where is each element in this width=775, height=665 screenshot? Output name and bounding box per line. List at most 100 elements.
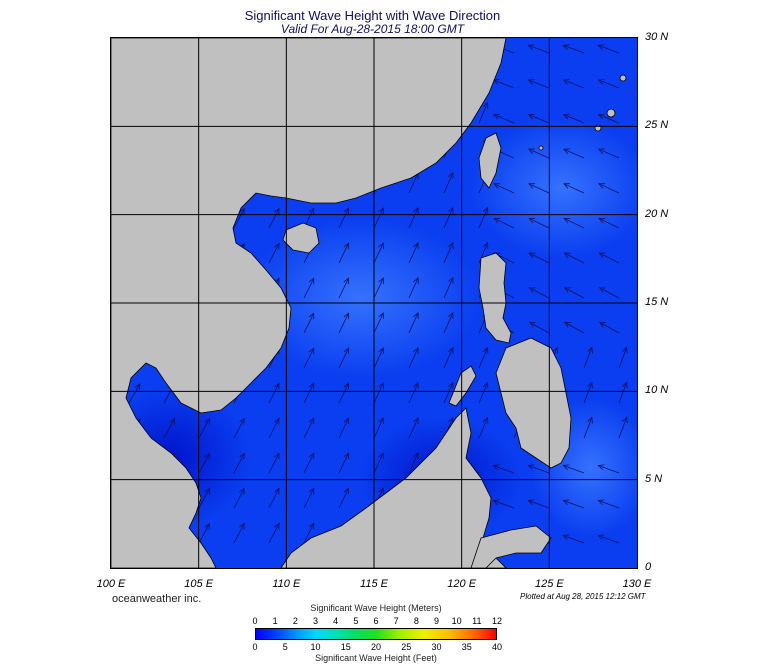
longitude-label: 115 E bbox=[360, 578, 388, 590]
colorbar-tick-feet: 15 bbox=[340, 642, 351, 652]
longitude-label: 100 E bbox=[96, 578, 126, 590]
wave-arrow bbox=[527, 79, 550, 89]
wave-arrow bbox=[303, 347, 315, 369]
wave-arrow bbox=[338, 347, 349, 369]
wave-arrow bbox=[597, 499, 620, 509]
wave-arrow bbox=[597, 534, 620, 544]
wave-arrow bbox=[528, 287, 550, 299]
wave-arrow bbox=[583, 346, 593, 369]
wave-arrow bbox=[598, 148, 620, 159]
colorbar-tick-feet: 5 bbox=[282, 642, 288, 652]
colorbar-tick-meters: 8 bbox=[413, 616, 419, 626]
wave-arrow bbox=[408, 417, 419, 439]
wave-arrow bbox=[408, 312, 419, 334]
land-asia-mainland bbox=[111, 38, 507, 568]
wave-map[interactable] bbox=[110, 37, 638, 569]
wave-arrow bbox=[338, 242, 349, 264]
wave-arrow bbox=[528, 252, 550, 264]
colorbar-tick-meters: 7 bbox=[393, 616, 399, 626]
wave-arrow bbox=[597, 44, 620, 54]
longitude-label: 110 E bbox=[272, 578, 301, 590]
wave-arrow bbox=[597, 113, 620, 124]
wave-arrow bbox=[618, 416, 628, 439]
wave-arrow bbox=[492, 499, 515, 509]
wave-arrow bbox=[408, 382, 419, 404]
land-island bbox=[619, 74, 627, 82]
wave-arrow bbox=[303, 522, 315, 544]
wave-arrow bbox=[478, 101, 489, 124]
wave-arrow bbox=[268, 417, 280, 439]
graticule bbox=[111, 38, 637, 568]
wave-arrow bbox=[563, 287, 585, 299]
wave-arrow bbox=[562, 44, 585, 54]
wave-arrow bbox=[408, 452, 419, 474]
longitude-label: 125 E bbox=[534, 578, 564, 590]
wave-arrow bbox=[373, 417, 384, 439]
colorbar-tick-meters: 2 bbox=[292, 616, 298, 626]
wave-arrow bbox=[233, 207, 245, 229]
wave-arrow bbox=[598, 321, 620, 334]
colorbar bbox=[255, 628, 497, 640]
wave-arrow bbox=[198, 452, 210, 474]
wave-arrow bbox=[563, 218, 585, 229]
wave-arrow bbox=[527, 44, 550, 54]
colorbar-tick-feet: 35 bbox=[461, 642, 472, 652]
wave-arrow bbox=[268, 452, 280, 474]
colorbar-tick-feet: 40 bbox=[491, 642, 502, 652]
wave-arrow bbox=[562, 499, 585, 509]
colorbar-tick-meters: 6 bbox=[373, 616, 379, 626]
colorbar-tick-feet: 25 bbox=[401, 642, 412, 652]
wave-arrow bbox=[373, 242, 384, 264]
wave-arrow bbox=[303, 277, 315, 299]
wave-arrow bbox=[128, 383, 141, 404]
wave-arrow bbox=[478, 381, 489, 404]
wave-arrow bbox=[198, 487, 210, 509]
longitude-label: 120 E bbox=[447, 578, 477, 590]
colorbar-tick-meters: 0 bbox=[252, 616, 258, 626]
wave-arrow bbox=[478, 206, 489, 229]
wave-arrow bbox=[563, 148, 585, 159]
wave-arrow bbox=[268, 522, 280, 544]
wave-arrow bbox=[443, 277, 454, 299]
colorbar-tick-meters: 9 bbox=[433, 616, 439, 626]
wave-arrow bbox=[562, 534, 585, 544]
wave-arrow bbox=[338, 417, 349, 439]
wave-arrow bbox=[443, 242, 454, 264]
wave-arrow bbox=[583, 381, 593, 404]
wave-arrow bbox=[198, 417, 210, 439]
wave-arrow bbox=[528, 218, 550, 229]
wave-arrow bbox=[443, 312, 454, 334]
wave-arrow bbox=[373, 277, 384, 299]
land-island bbox=[538, 145, 544, 151]
wave-arrow bbox=[303, 487, 315, 509]
wave-arrow bbox=[338, 312, 349, 334]
wave-map-svg bbox=[111, 38, 637, 568]
wave-arrow bbox=[527, 113, 550, 124]
wave-arrow bbox=[338, 487, 349, 509]
wave-arrow bbox=[618, 381, 628, 404]
wave-arrow bbox=[562, 79, 585, 89]
wave-arrow bbox=[443, 382, 454, 404]
wave-arrow bbox=[198, 522, 210, 544]
wave-arrow bbox=[338, 207, 349, 229]
wave-arrow bbox=[373, 207, 384, 229]
wave-arrow bbox=[373, 452, 384, 474]
wave-arrow bbox=[268, 242, 280, 264]
wave-arrow bbox=[478, 241, 489, 264]
land-luzon bbox=[478, 252, 512, 344]
wave-arrow bbox=[443, 347, 454, 369]
longitude-label: 130 E bbox=[622, 578, 652, 590]
colorbar-tick-feet: 0 bbox=[252, 642, 258, 652]
wave-arrow bbox=[303, 452, 315, 474]
wave-arrow bbox=[618, 346, 628, 369]
wave-arrow bbox=[408, 242, 419, 264]
ocean-light-zone bbox=[241, 218, 481, 378]
wave-arrow bbox=[338, 382, 349, 404]
wave-arrow bbox=[562, 113, 585, 124]
latitude-label: 15 N bbox=[645, 296, 669, 308]
land-island bbox=[606, 108, 616, 118]
wave-arrow bbox=[443, 207, 454, 229]
colorbar-title-feet: Significant Wave Height (Feet) bbox=[315, 653, 437, 663]
wave-arrow bbox=[338, 277, 349, 299]
ocean-light-zone bbox=[471, 118, 637, 258]
